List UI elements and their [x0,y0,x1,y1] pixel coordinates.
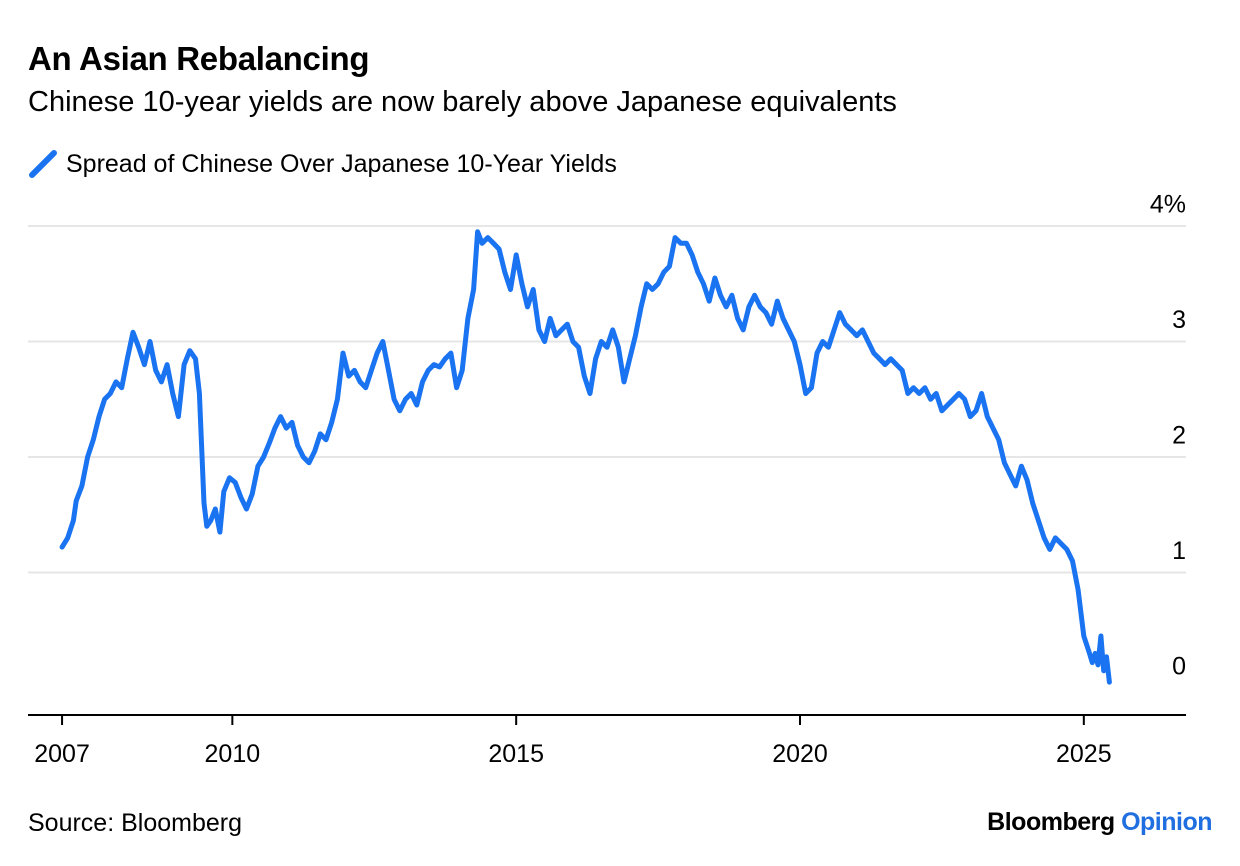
x-tick-label-2007: 2007 [34,740,90,768]
bloomberg-opinion-logo: Bloomberg Opinion [987,808,1212,837]
y-tick-label-3: 3 [1172,306,1186,334]
y-tick-label-0: 0 [1172,653,1186,681]
logo-brand: Bloomberg [987,808,1115,836]
chart-title: An Asian Rebalancing [28,40,370,77]
legend: Spread of Chinese Over Japanese 10-Year … [28,148,617,180]
legend-label: Spread of Chinese Over Japanese 10-Year … [66,149,617,178]
series-line-0 [59,229,1112,685]
logo-section: Opinion [1121,808,1212,836]
y-tick-label-2: 2 [1172,422,1186,450]
x-tick-label-2010: 2010 [205,740,261,768]
chart-subtitle: Chinese 10-year yields are now barely ab… [28,86,897,118]
x-tick-label-2015: 2015 [488,740,544,768]
legend-swatch-icon [29,150,57,178]
source-note: Source: Bloomberg [28,809,243,837]
y-tick-label-1: 1 [1172,537,1186,565]
x-tick-label-2025: 2025 [1056,740,1112,768]
y-tick-label-4: 4% [1150,191,1186,219]
x-tick-label-2020: 2020 [772,740,828,768]
